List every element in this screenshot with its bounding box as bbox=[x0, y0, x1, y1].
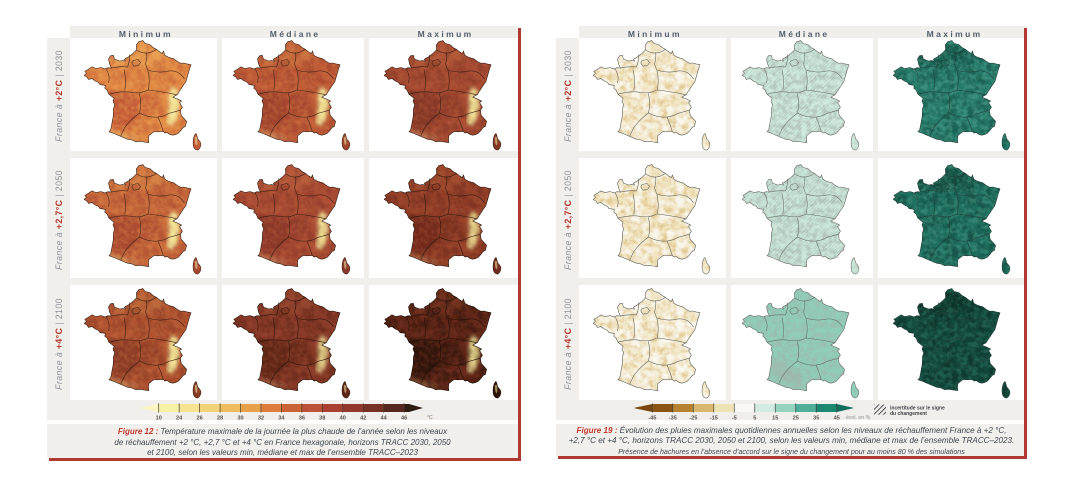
svg-text:30: 30 bbox=[237, 416, 243, 422]
svg-text:du changement: du changement bbox=[890, 411, 927, 417]
svg-text:34: 34 bbox=[278, 416, 285, 422]
svg-text:°C: °C bbox=[427, 415, 433, 421]
svg-text:35: 35 bbox=[813, 416, 819, 422]
svg-text:25: 25 bbox=[793, 416, 799, 422]
svg-text:44: 44 bbox=[381, 416, 388, 422]
svg-text:-45: -45 bbox=[648, 416, 656, 422]
svg-text:15: 15 bbox=[772, 416, 778, 422]
svg-text:10: 10 bbox=[156, 416, 162, 422]
svg-text:42: 42 bbox=[360, 416, 366, 422]
svg-text:36: 36 bbox=[299, 416, 305, 422]
svg-text:38: 38 bbox=[319, 416, 325, 422]
svg-text:46: 46 bbox=[401, 416, 407, 422]
svg-text:-5: -5 bbox=[732, 416, 737, 422]
svg-text:évol. en %: évol. en % bbox=[846, 415, 871, 421]
svg-text:-15: -15 bbox=[710, 416, 718, 422]
svg-text:-25: -25 bbox=[689, 416, 697, 422]
svg-text:24: 24 bbox=[176, 416, 183, 422]
svg-text:26: 26 bbox=[196, 416, 202, 422]
svg-text:40: 40 bbox=[340, 416, 346, 422]
svg-text:28: 28 bbox=[217, 416, 223, 422]
svg-text:incertitude sur le signe: incertitude sur le signe bbox=[890, 406, 945, 412]
svg-text:5: 5 bbox=[753, 416, 756, 422]
svg-text:-35: -35 bbox=[669, 416, 677, 422]
svg-text:45: 45 bbox=[834, 416, 840, 422]
svg-text:32: 32 bbox=[258, 416, 264, 422]
